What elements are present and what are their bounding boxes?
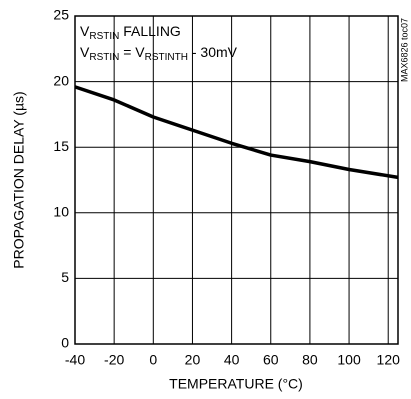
x-tick-label: -40 bbox=[65, 352, 85, 368]
annotation: VRSTIN FALLING bbox=[80, 23, 181, 42]
annotation: VRSTIN = VRSTINTH - 30mV bbox=[80, 44, 238, 63]
subscript: RSTIN bbox=[89, 31, 119, 42]
x-tick-label: 0 bbox=[149, 352, 157, 368]
annotation-text: FALLING bbox=[119, 23, 180, 39]
y-tick-label: 25 bbox=[53, 7, 69, 23]
subscript: RSTIN bbox=[89, 52, 119, 63]
y-tick-label: 0 bbox=[61, 335, 69, 351]
subscript: RSTINTH bbox=[145, 52, 188, 63]
x-axis-label: TEMPERATURE (°C) bbox=[169, 376, 303, 392]
watermark: MAX6826 toc07 bbox=[399, 18, 409, 82]
y-tick-label: 10 bbox=[53, 204, 69, 220]
y-tick-label: 15 bbox=[53, 138, 69, 154]
annotation-text: V bbox=[80, 23, 90, 39]
x-tick-label: -20 bbox=[104, 352, 124, 368]
annotation-text: = V bbox=[119, 44, 145, 60]
x-tick-label: 20 bbox=[185, 352, 201, 368]
y-axis-label: PROPAGATION DELAY (µs) bbox=[11, 91, 27, 268]
data-line bbox=[74, 85, 399, 180]
annotation-text: V bbox=[80, 44, 90, 60]
x-tick-label: 60 bbox=[263, 352, 279, 368]
x-tick-label: 100 bbox=[337, 352, 361, 368]
y-tick-label: 20 bbox=[53, 72, 69, 88]
x-tick-label: 80 bbox=[302, 352, 318, 368]
y-tick-label: 5 bbox=[61, 269, 69, 285]
x-tick-label: 120 bbox=[377, 352, 401, 368]
plot-frame bbox=[74, 15, 399, 345]
x-tick-label: 40 bbox=[224, 352, 240, 368]
annotation-text: - 30mV bbox=[188, 44, 238, 60]
